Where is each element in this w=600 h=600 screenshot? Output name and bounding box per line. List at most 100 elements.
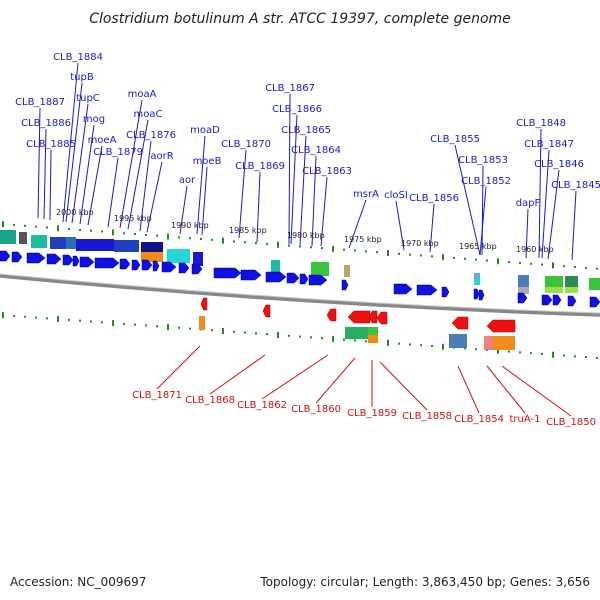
tick-mark	[354, 339, 356, 342]
forward-gene-arrow	[11, 251, 23, 263]
forward-gene-arrow	[161, 261, 177, 273]
reverse-gene-arrow	[326, 308, 337, 322]
tick-mark	[409, 343, 411, 346]
forward-gene-label: CLB_1884	[53, 52, 103, 63]
scale-label: 1980 kbp	[287, 231, 325, 240]
feature-box	[368, 327, 378, 335]
tick-mark	[398, 342, 400, 345]
tick-mark	[453, 256, 455, 259]
reverse-gene-arrow	[486, 319, 516, 333]
reverse-callout-line	[261, 354, 329, 400]
forward-gene-label: CLB_1885	[26, 139, 76, 150]
tick-mark	[552, 351, 554, 358]
reverse-gene-arrow	[347, 310, 371, 324]
forward-gene-arrow	[517, 292, 528, 304]
forward-gene-arrow	[131, 259, 141, 271]
tick-mark	[519, 261, 521, 264]
forward-gene-label: CLB_1865	[281, 125, 331, 136]
forward-callout-line	[288, 93, 291, 245]
tick-mark	[123, 232, 125, 235]
tick-mark	[244, 331, 246, 334]
feature-box	[114, 240, 139, 252]
inner-tick-marks	[2, 312, 598, 359]
reverse-callout-line	[156, 345, 201, 390]
tick-mark	[585, 266, 587, 269]
forward-gene-callouts: CLB_1884 tupB tupC mog moeA CLB_1887 CLB_1886 C…	[15, 52, 600, 261]
forward-gene-label: mog	[83, 114, 105, 125]
tick-mark	[167, 324, 169, 331]
forward-gene-arrow	[62, 254, 74, 266]
tick-mark	[2, 221, 4, 228]
forward-callout-line	[238, 149, 247, 239]
forward-callout-line	[37, 107, 41, 219]
forward-gene-label: CLB_1856	[409, 193, 459, 204]
tick-mark	[200, 238, 202, 240]
scale-label: 1970 kbp	[401, 239, 439, 248]
tick-mark	[596, 267, 598, 270]
forward-callout-line	[201, 166, 208, 236]
tick-mark	[299, 245, 301, 248]
feature-box	[31, 235, 47, 248]
feature-box	[344, 265, 350, 277]
tick-mark	[123, 322, 125, 325]
feature-box	[368, 335, 378, 343]
forward-gene-arrow	[589, 296, 600, 308]
tick-mark	[189, 327, 191, 330]
forward-callout-line	[139, 140, 152, 232]
forward-callout-line	[320, 176, 328, 247]
forward-gene-label: CLB_1876	[126, 130, 176, 141]
scale-label: 1960 kbp	[516, 245, 554, 254]
tick-mark	[420, 254, 422, 257]
tick-mark	[178, 326, 180, 329]
forward-callout-line	[43, 128, 47, 220]
tick-mark	[101, 321, 103, 324]
tick-mark	[57, 316, 59, 323]
forward-callout-line	[127, 119, 149, 230]
tick-mark	[255, 242, 257, 245]
forward-callout-line	[119, 99, 143, 229]
forward-gene-label: CLB_1852	[461, 176, 511, 187]
tick-mark	[288, 244, 290, 247]
tick-mark	[365, 250, 367, 253]
tick-mark	[519, 351, 521, 354]
feature-box	[271, 260, 280, 272]
forward-callout-line	[179, 185, 188, 235]
forward-gene-arrows	[0, 250, 600, 308]
tick-mark	[475, 258, 477, 261]
tick-mark	[2, 312, 4, 319]
forward-gene-arrow	[416, 284, 438, 296]
forward-gene-label: dapF	[516, 198, 541, 209]
tick-mark	[134, 323, 136, 326]
forward-callout-line	[299, 135, 307, 246]
tick-mark	[46, 317, 48, 320]
forward-gene-arrow	[141, 259, 153, 271]
tick-mark	[266, 242, 268, 245]
tick-mark	[563, 265, 565, 268]
tick-mark	[431, 345, 433, 348]
tick-mark	[486, 259, 488, 262]
tick-mark	[79, 319, 81, 322]
reverse-gene-label: CLB_1858	[402, 411, 452, 422]
tick-mark	[255, 332, 257, 335]
feature-box	[167, 249, 190, 263]
reverse-callout-line	[501, 365, 572, 417]
forward-gene-arrow	[552, 294, 562, 306]
forward-gene-arrow	[213, 267, 242, 279]
tick-mark	[156, 234, 158, 237]
tick-mark	[233, 330, 235, 333]
tick-mark	[222, 327, 224, 334]
scale-label: 1995 kbp	[114, 214, 152, 223]
tick-mark	[68, 318, 70, 321]
forward-callout-line	[290, 114, 298, 245]
tick-mark	[464, 347, 466, 350]
feature-box	[545, 287, 563, 293]
feature-box	[19, 232, 27, 244]
feature-box	[199, 316, 205, 330]
forward-gene-label: CLB_1846	[534, 159, 584, 170]
reverse-gene-arrow	[200, 297, 208, 311]
tick-mark	[332, 245, 334, 252]
forward-gene-label: tupB	[70, 72, 94, 83]
forward-callout-line	[429, 203, 435, 253]
tick-mark	[563, 354, 565, 357]
